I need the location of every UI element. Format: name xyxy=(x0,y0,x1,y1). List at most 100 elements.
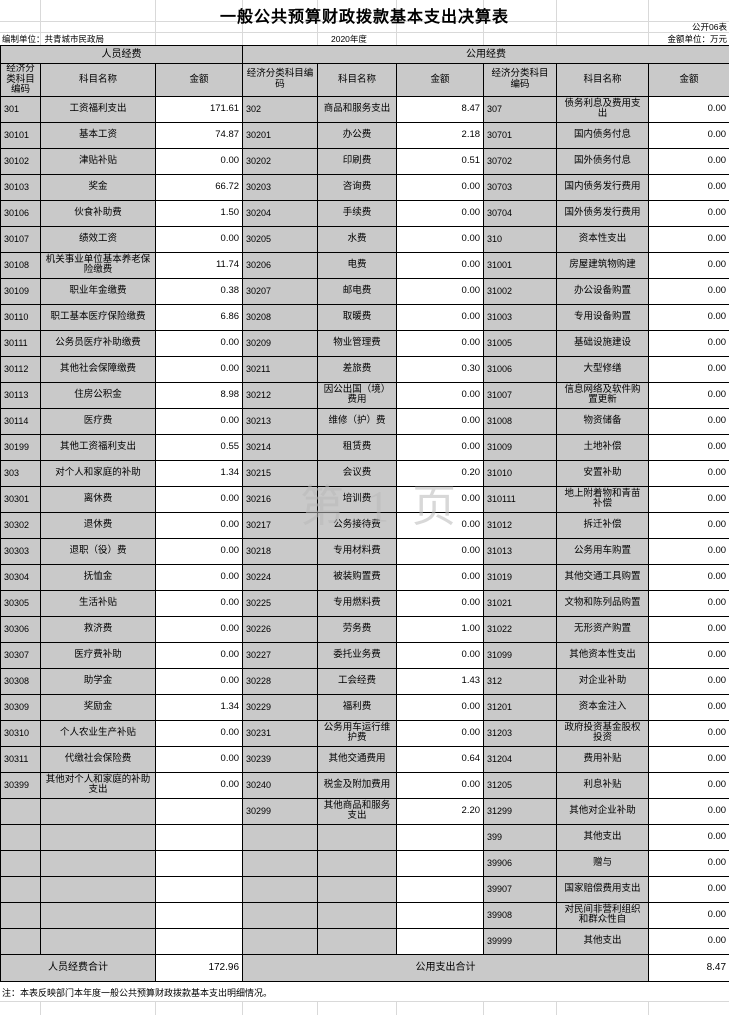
cell-subject-name: 公务员医疗补助缴费 xyxy=(41,330,156,356)
cell-subject-name: 救济费 xyxy=(41,616,156,642)
cell-amount: 0.00 xyxy=(649,616,729,642)
cell-amount: 1.34 xyxy=(156,460,243,486)
public-total-label: 公用支出合计 xyxy=(243,954,649,981)
cell-amount: 0.00 xyxy=(156,746,243,772)
cell-code: 30307 xyxy=(1,642,41,668)
cell-code xyxy=(243,850,318,876)
cell-amount: 1.50 xyxy=(156,200,243,226)
cell-amount xyxy=(156,824,243,850)
cell-amount: 0.00 xyxy=(156,356,243,382)
group-public-label: 公用经费 xyxy=(243,46,729,64)
cell-amount: 0.00 xyxy=(397,772,484,798)
cell-subject-name: 离休费 xyxy=(41,486,156,512)
cell-subject-name: 印刷费 xyxy=(318,148,397,174)
cell-code: 303 xyxy=(1,460,41,486)
cell-amount: 0.00 xyxy=(397,252,484,278)
cell-amount: 0.00 xyxy=(397,434,484,460)
cell-amount: 0.00 xyxy=(397,330,484,356)
cell-subject-name: 房屋建筑物购建 xyxy=(557,252,649,278)
cell-code: 31201 xyxy=(484,694,557,720)
cell-amount: 0.00 xyxy=(397,226,484,252)
cell-amount: 0.00 xyxy=(156,642,243,668)
cell-subject-name: 拆迁补偿 xyxy=(557,512,649,538)
cell-amount xyxy=(156,850,243,876)
cell-subject-name: 公务用车运行维护费 xyxy=(318,720,397,746)
budget-expenditure-table: 人员经费 公用经费 经济分类科目编码 科目名称 金额 经济分类科目编码 科目名称… xyxy=(0,45,729,982)
report-note: 注：本表反映部门本年度一般公共预算财政拨款基本支出明细情况。 xyxy=(0,982,729,999)
cell-amount: 0.00 xyxy=(397,382,484,408)
cell-code: 30226 xyxy=(243,616,318,642)
cell-code: 30310 xyxy=(1,720,41,746)
cell-amount: 0.00 xyxy=(649,850,729,876)
cell-code: 302 xyxy=(243,96,318,122)
cell-subject-name: 抚恤金 xyxy=(41,564,156,590)
cell-amount: 0.00 xyxy=(649,512,729,538)
cell-subject-name: 差旅费 xyxy=(318,356,397,382)
cell-code: 30106 xyxy=(1,200,41,226)
cell-subject-name: 其他支出 xyxy=(557,928,649,954)
cell-subject-name xyxy=(41,798,156,824)
cell-amount: 0.00 xyxy=(649,408,729,434)
cell-amount: 0.00 xyxy=(156,148,243,174)
cell-code: 30239 xyxy=(243,746,318,772)
cell-code: 312 xyxy=(484,668,557,694)
cell-amount: 0.20 xyxy=(397,460,484,486)
cell-subject-name: 商品和服务支出 xyxy=(318,96,397,122)
cell-subject-name: 维修（护）费 xyxy=(318,408,397,434)
cell-amount: 0.00 xyxy=(649,122,729,148)
cell-subject-name: 其他工资福利支出 xyxy=(41,434,156,460)
cell-subject-name: 物业管理费 xyxy=(318,330,397,356)
cell-subject-name: 税金及附加费用 xyxy=(318,772,397,798)
cell-code: 30209 xyxy=(243,330,318,356)
cell-subject-name: 奖励金 xyxy=(41,694,156,720)
cell-amount: 0.00 xyxy=(649,902,729,928)
cell-amount: 0.00 xyxy=(649,174,729,200)
cell-amount: 1.34 xyxy=(156,694,243,720)
cell-code: 30216 xyxy=(243,486,318,512)
cell-subject-name: 基本工资 xyxy=(41,122,156,148)
cell-amount xyxy=(397,928,484,954)
cell-code: 30217 xyxy=(243,512,318,538)
cell-code: 30240 xyxy=(243,772,318,798)
personnel-total-label: 人员经费合计 xyxy=(1,954,156,981)
cell-amount: 8.98 xyxy=(156,382,243,408)
cell-subject-name: 退职（役）费 xyxy=(41,538,156,564)
cell-code: 30399 xyxy=(1,772,41,798)
cell-code: 30110 xyxy=(1,304,41,330)
cell-code xyxy=(243,876,318,902)
cell-amount xyxy=(397,902,484,928)
cell-subject-name: 其他交通费用 xyxy=(318,746,397,772)
cell-code: 30228 xyxy=(243,668,318,694)
cell-code: 30225 xyxy=(243,590,318,616)
cell-subject-name: 公务接待费 xyxy=(318,512,397,538)
cell-code: 30211 xyxy=(243,356,318,382)
cell-code: 30303 xyxy=(1,538,41,564)
cell-subject-name: 其他支出 xyxy=(557,824,649,850)
cell-code: 30101 xyxy=(1,122,41,148)
cell-amount: 2.20 xyxy=(397,798,484,824)
cell-amount: 0.00 xyxy=(156,668,243,694)
group-personnel-label: 人员经费 xyxy=(1,46,243,64)
cell-subject-name: 劳务费 xyxy=(318,616,397,642)
cell-subject-name xyxy=(318,876,397,902)
cell-subject-name: 其他对个人和家庭的补助支出 xyxy=(41,772,156,798)
cell-amount: 1.43 xyxy=(397,668,484,694)
cell-amount: 0.00 xyxy=(156,720,243,746)
cell-subject-name: 被装购置费 xyxy=(318,564,397,590)
cell-amount: 0.00 xyxy=(649,642,729,668)
cell-code xyxy=(1,876,41,902)
cell-code: 30206 xyxy=(243,252,318,278)
